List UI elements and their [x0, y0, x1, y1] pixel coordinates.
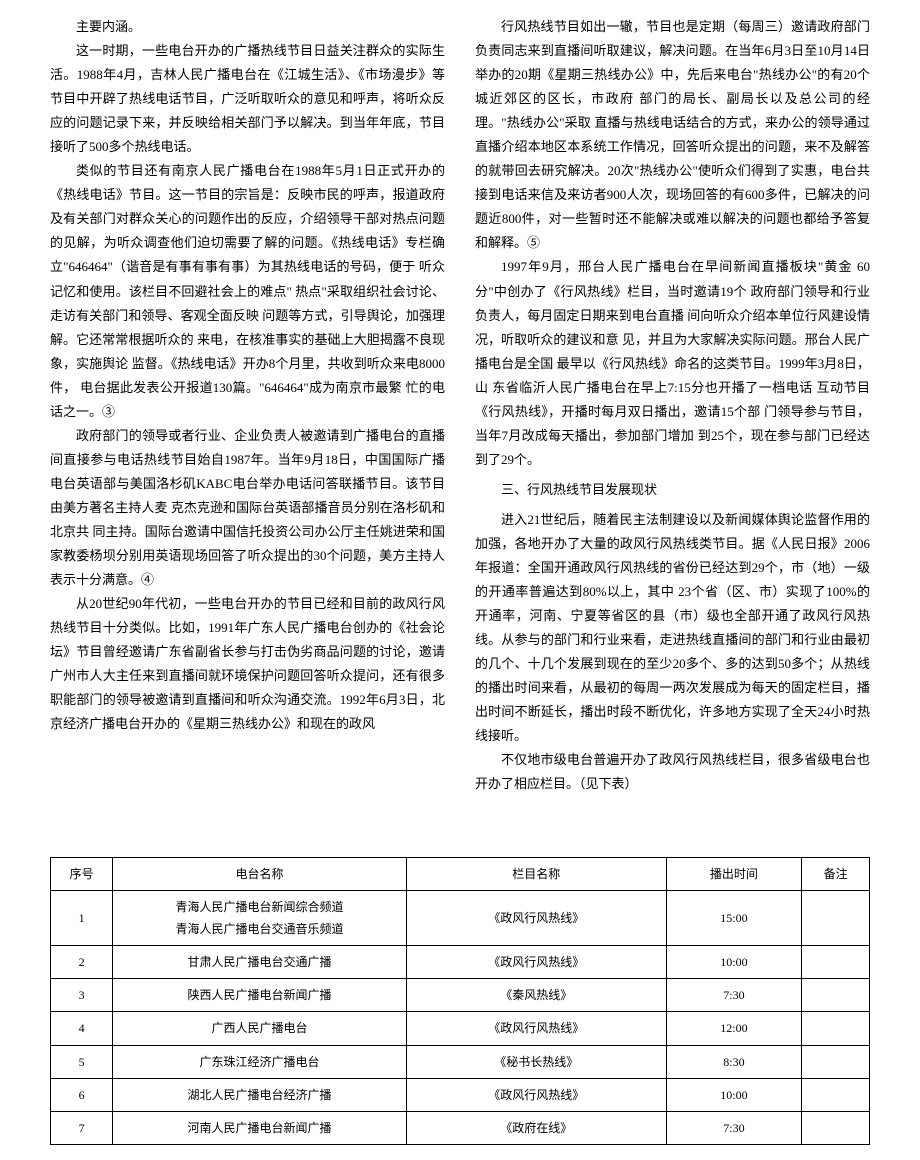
- section-heading: 三、行风热线节目发展现状: [475, 478, 870, 502]
- table-row: 2 甘肃人民广播电台交通广播 《政风行风热线》 10:00: [51, 946, 870, 979]
- table-row: 4 广西人民广播电台 《政风行风热线》 12:00: [51, 1012, 870, 1045]
- para: 从20世纪90年代初，一些电台开办的节目已经和目前的政风行风热线节目十分类似。比…: [50, 592, 445, 736]
- cell-station: 陕西人民广播电台新闻广播: [113, 979, 407, 1012]
- cell-station: 广东珠江经济广播电台: [113, 1045, 407, 1078]
- th-note: 备注: [802, 857, 870, 890]
- table-header-row: 序号 电台名称 栏目名称 播出时间 备注: [51, 857, 870, 890]
- cell-time: 15:00: [666, 890, 802, 945]
- table-row: 7 河南人民广播电台新闻广播 《政府在线》 7:30: [51, 1112, 870, 1145]
- cell-note: [802, 1045, 870, 1078]
- table-row: 5 广东珠江经济广播电台 《秘书长热线》 8:30: [51, 1045, 870, 1078]
- para: 不仅地市级电台普遍开办了政风行风热线栏目，很多省级电台也开办了相应栏目。（见下表…: [475, 748, 870, 796]
- cell-note: [802, 1112, 870, 1145]
- cell-program: 《政风行风热线》: [406, 946, 666, 979]
- cell-program: 《政风行风热线》: [406, 1078, 666, 1111]
- cell-program: 《政风行风热线》: [406, 1012, 666, 1045]
- cell-seq: 4: [51, 1012, 113, 1045]
- para: 这一时期，一些电台开办的广播热线节目日益关注群众的实际生活。1988年4月，吉林…: [50, 39, 445, 159]
- table-body: 1 青海人民广播电台新闻综合频道青海人民广播电台交通音乐频道 《政风行风热线》 …: [51, 890, 870, 1145]
- th-seq: 序号: [51, 857, 113, 890]
- para: 进入21世纪后，随着民主法制建设以及新闻媒体舆论监督作用的加强，各地开办了大量的…: [475, 508, 870, 748]
- cell-program: 《秘书长热线》: [406, 1045, 666, 1078]
- cell-station: 湖北人民广播电台经济广播: [113, 1078, 407, 1111]
- cell-seq: 6: [51, 1078, 113, 1111]
- table-row: 1 青海人民广播电台新闻综合频道青海人民广播电台交通音乐频道 《政风行风热线》 …: [51, 890, 870, 945]
- cell-seq: 5: [51, 1045, 113, 1078]
- th-program: 栏目名称: [406, 857, 666, 890]
- cell-time: 12:00: [666, 1012, 802, 1045]
- text-columns: 主要内涵。 这一时期，一些电台开办的广播热线节目日益关注群众的实际生活。1988…: [50, 15, 870, 797]
- cell-time: 8:30: [666, 1045, 802, 1078]
- cell-program: 《秦风热线》: [406, 979, 666, 1012]
- cell-seq: 7: [51, 1112, 113, 1145]
- para: 政府部门的领导或者行业、企业负责人被邀请到广播电台的直播间直接参与电话热线节目始…: [50, 424, 445, 592]
- th-time: 播出时间: [666, 857, 802, 890]
- cell-note: [802, 946, 870, 979]
- cell-time: 7:30: [666, 979, 802, 1012]
- cell-seq: 3: [51, 979, 113, 1012]
- cell-note: [802, 1012, 870, 1045]
- para: 类似的节目还有南京人民广播电台在1988年5月1日正式开办的《热线电话》节目。这…: [50, 159, 445, 424]
- cell-time: 10:00: [666, 946, 802, 979]
- cell-note: [802, 1078, 870, 1111]
- th-station: 电台名称: [113, 857, 407, 890]
- para: 主要内涵。: [50, 15, 445, 39]
- cell-station: 河南人民广播电台新闻广播: [113, 1112, 407, 1145]
- cell-note: [802, 890, 870, 945]
- cell-seq: 2: [51, 946, 113, 979]
- cell-note: [802, 979, 870, 1012]
- table-row: 6 湖北人民广播电台经济广播 《政风行风热线》 10:00: [51, 1078, 870, 1111]
- left-column: 主要内涵。 这一时期，一些电台开办的广播热线节目日益关注群众的实际生活。1988…: [50, 15, 445, 797]
- para: 1997年9月，邢台人民广播电台在早间新闻直播板块"黄金 60分"中创办了《行风…: [475, 255, 870, 471]
- cell-program: 《政府在线》: [406, 1112, 666, 1145]
- cell-seq: 1: [51, 890, 113, 945]
- cell-time: 7:30: [666, 1112, 802, 1145]
- cell-station: 甘肃人民广播电台交通广播: [113, 946, 407, 979]
- cell-station: 青海人民广播电台新闻综合频道青海人民广播电台交通音乐频道: [113, 890, 407, 945]
- stations-table: 序号 电台名称 栏目名称 播出时间 备注 1 青海人民广播电台新闻综合频道青海人…: [50, 857, 870, 1146]
- right-column: 行风热线节目如出一辙，节目也是定期（每周三）邀请政府部门负责同志来到直播间听取建…: [475, 15, 870, 797]
- cell-program: 《政风行风热线》: [406, 890, 666, 945]
- table-row: 3 陕西人民广播电台新闻广播 《秦风热线》 7:30: [51, 979, 870, 1012]
- para: 行风热线节目如出一辙，节目也是定期（每周三）邀请政府部门负责同志来到直播间听取建…: [475, 15, 870, 255]
- cell-time: 10:00: [666, 1078, 802, 1111]
- cell-station: 广西人民广播电台: [113, 1012, 407, 1045]
